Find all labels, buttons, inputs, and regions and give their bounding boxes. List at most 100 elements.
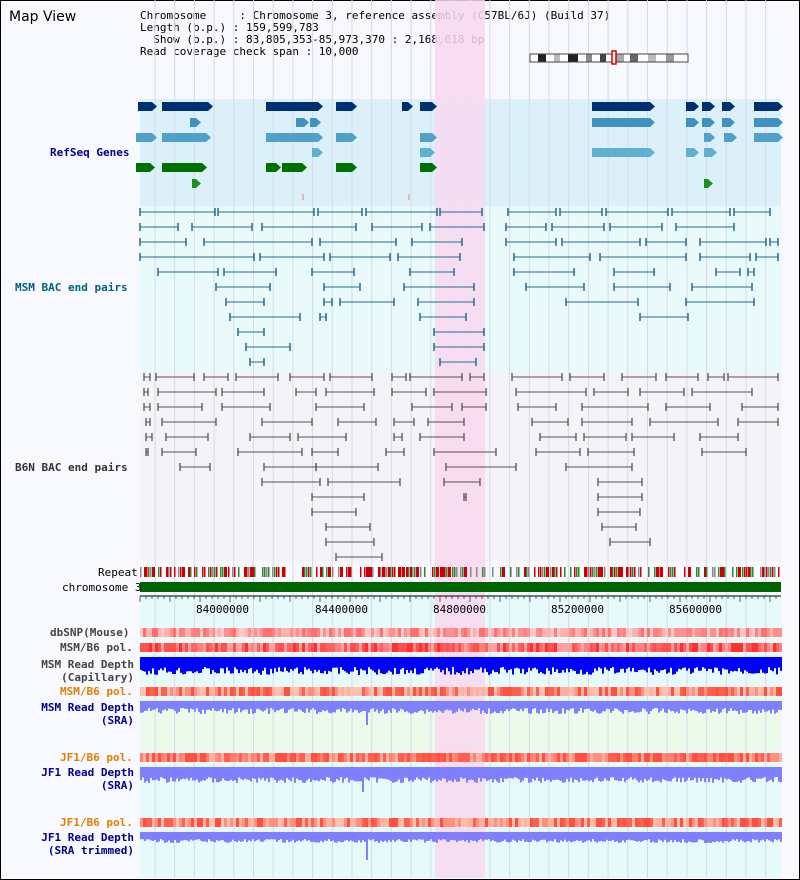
msm-b6-polymorphism <box>374 643 377 652</box>
track-label-msm-b6-pol[interactable]: MSM/B6 pol. <box>60 641 133 654</box>
jf1-sra-trimmed-depth-bar <box>372 832 374 840</box>
jf1-sra-depth-bar <box>264 767 266 781</box>
jf1-sra-trimmed-depth-bar <box>442 832 444 840</box>
jf1-b6-polymorphism-trim <box>770 818 773 827</box>
msm-sra-depth-bar <box>142 701 144 713</box>
msm-sra-depth-bar <box>484 701 486 713</box>
jf1-b6-polymorphism <box>770 753 773 762</box>
jf1-sra-trimmed-depth-bar <box>768 832 770 841</box>
repeat-element <box>584 567 587 577</box>
jf1-b6-polymorphism <box>602 753 605 762</box>
jf1-sra-trimmed-depth-bar <box>404 832 406 842</box>
msm-b6-polymorphism <box>236 643 239 652</box>
jf1-sra-trimmed-depth-bar <box>298 832 300 841</box>
msm-sra-depth-bar <box>536 701 538 713</box>
track-label-msm-depth-sra[interactable]: MSM Read Depth (SRA) <box>41 701 134 727</box>
jf1-b6-polymorphism <box>275 753 278 762</box>
jf1-sra-depth-bar <box>706 767 708 779</box>
track-label-msm-b6-pol-sra[interactable]: MSM/B6 pol. <box>60 685 133 698</box>
track-label-jf1-b6-pol-trim[interactable]: JF1/B6 pol. <box>60 816 133 829</box>
track-label-dbsnp[interactable]: dbSNP(Mouse) <box>50 626 130 639</box>
msm-b6-polymorphism-sra <box>329 687 332 696</box>
track-label-b6n-bac[interactable]: B6N BAC end pairs <box>15 461 128 474</box>
jf1-b6-polymorphism-trim <box>521 818 524 827</box>
jf1-sra-depth-bar <box>326 767 328 778</box>
msm-sra-depth-bar <box>608 701 610 710</box>
msm-capillary-depth-bar <box>296 657 298 668</box>
msm-b6-polymorphism <box>656 643 659 652</box>
msm-sra-depth-bar <box>282 701 284 709</box>
jf1-sra-trimmed-depth-bar <box>420 832 422 840</box>
track-label-jf1-b6-pol[interactable]: JF1/B6 pol. <box>60 751 133 764</box>
track-label-msm-depth-capillary[interactable]: MSM Read Depth (Capillary) <box>41 658 134 684</box>
jf1-b6-polymorphism <box>266 753 269 762</box>
jf1-b6-polymorphism-trim <box>338 818 341 827</box>
jf1-b6-polymorphism <box>191 753 194 762</box>
jf1-sra-depth-bar <box>524 767 526 778</box>
msm-capillary-depth-bar <box>780 657 782 671</box>
msm-sra-depth-bar <box>440 701 442 712</box>
msm-capillary-depth-bar <box>412 657 414 674</box>
msm-sra-depth-bar <box>598 701 600 714</box>
jf1-sra-depth-bar <box>490 767 492 780</box>
msm-sra-depth-bar <box>366 701 368 725</box>
jf1-sra-depth-bar <box>254 767 256 779</box>
msm-b6-polymorphism <box>203 643 206 652</box>
jf1-sra-trimmed-depth-bar <box>636 832 638 842</box>
jf1-sra-depth-bar <box>252 767 254 779</box>
jf1-sra-trimmed-depth-bar <box>180 832 182 841</box>
msm-capillary-depth-bar <box>536 657 538 670</box>
msm-b6-polymorphism <box>185 643 188 652</box>
jf1-sra-depth-bar <box>354 767 356 782</box>
msm-capillary-depth-bar <box>492 657 494 671</box>
jf1-b6-polymorphism <box>392 753 395 762</box>
jf1-b6-polymorphism-trim <box>230 818 233 827</box>
track-label-msm-bac[interactable]: MSM BAC end pairs <box>15 281 128 294</box>
msm-sra-depth-bar <box>382 701 384 710</box>
msm-b6-polymorphism-sra <box>146 687 149 696</box>
jf1-b6-polymorphism-trim <box>275 818 278 827</box>
msm-capillary-depth-bar <box>666 657 668 674</box>
jf1-b6-polymorphism <box>599 753 602 762</box>
msm-sra-depth-bar <box>602 701 604 712</box>
jf1-b6-polymorphism <box>746 753 749 762</box>
track-label-jf1-depth[interactable]: JF1 Read Depth (SRA) <box>41 766 134 792</box>
jf1-sra-trimmed-depth-bar <box>620 832 622 843</box>
msm-sra-depth-bar <box>774 701 776 714</box>
msm-b6-polymorphism-sra <box>482 687 485 696</box>
jf1-sra-depth-bar <box>266 767 268 779</box>
jf1-b6-polymorphism-trim <box>188 818 191 827</box>
jf1-sra-depth-bar <box>196 767 198 780</box>
dbsnp-density <box>617 628 620 637</box>
jf1-b6-polymorphism-trim <box>419 818 422 827</box>
msm-b6-polymorphism <box>488 643 491 652</box>
jf1-sra-depth-bar <box>734 767 736 783</box>
jf1-sra-depth-bar <box>446 767 448 783</box>
jf1-sra-trimmed-depth-bar <box>484 832 486 840</box>
msm-b6-polymorphism <box>476 643 479 652</box>
track-label-jf1-depth-trim[interactable]: JF1 Read Depth (SRA trimmed) <box>41 831 134 857</box>
msm-b6-polymorphism <box>599 643 602 652</box>
jf1-sra-depth-bar <box>286 767 288 779</box>
jf1-sra-depth-bar <box>510 767 512 779</box>
msm-capillary-depth-bar <box>262 657 264 671</box>
msm-sra-depth-bar <box>666 701 668 714</box>
dbsnp-density <box>401 628 404 637</box>
msm-capillary-depth-bar <box>336 657 338 668</box>
jf1-sra-depth-bar <box>382 767 384 779</box>
jf1-sra-depth-bar <box>730 767 732 781</box>
msm-b6-polymorphism-sra <box>305 687 308 696</box>
jf1-sra-trimmed-depth-bar <box>560 832 562 841</box>
msm-b6-polymorphism-sra <box>188 687 191 696</box>
jf1-sra-depth-bar <box>590 767 592 781</box>
dbsnp-density <box>203 628 206 637</box>
msm-sra-depth-bar <box>158 701 160 713</box>
msm-sra-depth-bar <box>646 701 648 712</box>
jf1-sra-depth-bar <box>256 767 258 783</box>
jf1-b6-polymorphism <box>554 753 557 762</box>
jf1-sra-trimmed-depth-bar <box>750 832 752 843</box>
track-label-refseq[interactable]: RefSeq Genes <box>50 146 130 159</box>
jf1-b6-polymorphism-trim <box>170 818 173 827</box>
msm-capillary-depth-bar <box>162 657 164 671</box>
